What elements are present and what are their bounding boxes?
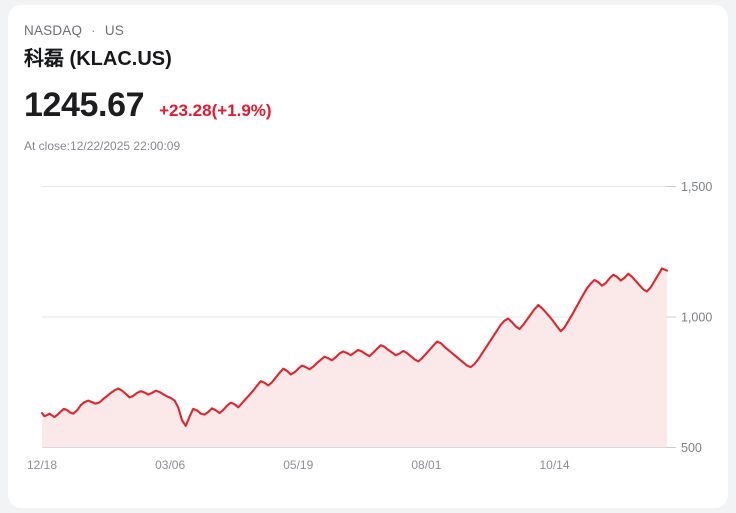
market-status-text: At close:12/22/2025 22:00:09: [24, 139, 181, 153]
price-chart-svg[interactable]: 500 1,000 1,500 12/18 03/06 05/19 08/01 10/14: [8, 165, 728, 490]
stock-quote-card: NASDAQ · US 科磊 (KLAC.US) 1245.67 +23.28(…: [8, 5, 728, 508]
price-chart[interactable]: 500 1,000 1,500 12/18 03/06 05/19 08/01 10/14: [8, 165, 728, 490]
region-label: US: [104, 23, 124, 38]
price-change: +23.28(+1.9%): [159, 101, 272, 120]
xtick-label: 10/14: [539, 458, 569, 472]
ytick-label: 1,500: [681, 180, 712, 194]
current-price: 1245.67: [24, 86, 145, 124]
exchange-region-row: NASDAQ · US: [24, 23, 684, 39]
price-line: [40, 267, 669, 427]
page-title: 科磊 (KLAC.US): [24, 48, 172, 70]
quote-header: NASDAQ · US 科磊 (KLAC.US) 1245.67 +23.28(…: [24, 23, 684, 154]
exchange-label: NASDAQ: [24, 23, 83, 38]
xtick-label: 05/19: [283, 458, 313, 472]
price-row: 1245.67 +23.28(+1.9%): [24, 86, 684, 124]
xtick-label: 12/18: [27, 458, 57, 472]
ytick-label: 1,000: [681, 311, 712, 325]
ytick-label: 500: [681, 441, 702, 455]
separator-dot: ·: [91, 23, 96, 38]
xtick-label: 03/06: [155, 458, 185, 472]
xtick-label: 08/01: [411, 458, 441, 472]
price-area-fill: [42, 268, 667, 447]
